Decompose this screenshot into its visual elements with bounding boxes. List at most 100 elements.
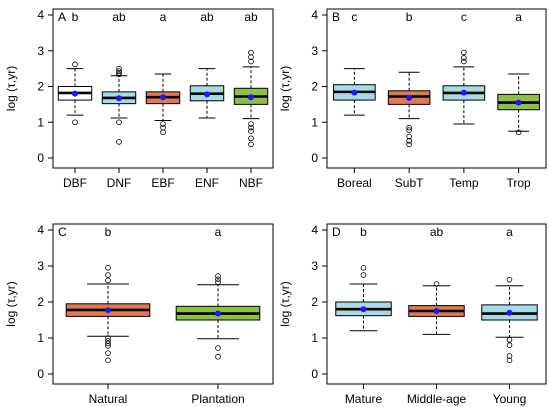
y-tick-label: 1 <box>37 115 44 129</box>
outlier-point <box>360 264 367 271</box>
outlier-point <box>360 272 367 278</box>
y-axis-label: log (τ,yr) <box>4 281 18 326</box>
significance-letter: b <box>72 10 79 24</box>
y-tick-label: 0 <box>37 367 44 381</box>
mean-point <box>105 307 111 314</box>
x-tick-label: ENF <box>195 176 219 190</box>
outlier-point <box>406 133 412 140</box>
x-tick-label: Middle-age <box>407 392 467 406</box>
outlier-point <box>105 335 111 341</box>
significance-letter: c <box>461 10 467 24</box>
y-tick-label: 2 <box>311 295 318 309</box>
outlier-point <box>506 357 513 364</box>
outlier-point <box>506 342 513 349</box>
outlier-point <box>461 49 467 56</box>
panel-label: D <box>332 225 341 239</box>
mean-point <box>116 95 122 102</box>
x-tick-label: Temp <box>449 176 479 190</box>
y-tick-label: 4 <box>311 223 318 237</box>
mean-point <box>406 94 413 101</box>
y-tick-label: 0 <box>37 151 44 165</box>
y-axis-label: log (τ,yr) <box>278 281 292 326</box>
x-tick-label: Young <box>493 392 527 406</box>
y-tick-label: 3 <box>37 259 44 273</box>
outlier-point <box>248 124 254 131</box>
outlier-point <box>406 127 412 133</box>
x-tick-label: Boreal <box>337 176 372 190</box>
outlier-point <box>160 121 166 127</box>
mean-point <box>506 309 513 316</box>
outlier-point <box>406 138 412 144</box>
outlier-point <box>248 141 254 148</box>
mean-point <box>360 306 367 313</box>
significance-letter: a <box>160 10 167 24</box>
mean-point <box>433 308 440 314</box>
y-tick-label: 1 <box>311 115 318 129</box>
y-tick-label: 1 <box>311 331 318 345</box>
outlier-point <box>248 128 254 134</box>
outlier-point <box>506 336 513 343</box>
outlier-point <box>105 343 111 349</box>
outlier-point <box>116 71 122 78</box>
panel-a: 0 1 2 3 4 log (τ,yr) A DBF b DNF ab EBF a ENF ab NBF ab <box>4 8 274 190</box>
significance-letter: ab <box>200 10 214 24</box>
outlier-point <box>160 124 166 131</box>
significance-letter: b <box>105 225 112 239</box>
panel-label: B <box>332 10 340 24</box>
outlier-point <box>248 49 254 56</box>
outlier-point <box>215 279 221 286</box>
y-tick-label: 1 <box>37 331 44 345</box>
mean-point <box>248 94 254 101</box>
outlier-point <box>215 353 221 360</box>
outlier-point <box>506 276 513 283</box>
outlier-point <box>248 135 254 142</box>
y-tick-label: 0 <box>311 151 318 165</box>
outlier-point <box>461 58 467 65</box>
outlier-point <box>105 357 111 364</box>
outlier-point <box>116 119 122 126</box>
plot-frame <box>52 223 274 385</box>
y-tick-label: 3 <box>37 44 44 58</box>
x-tick-label: SubT <box>395 176 424 190</box>
significance-letter: ab <box>244 10 258 24</box>
significance-letter: b <box>360 225 367 239</box>
outlier-point <box>406 124 412 131</box>
outlier-point <box>116 65 122 72</box>
panel-label: A <box>58 10 66 24</box>
outlier-point <box>116 139 122 145</box>
x-tick-label: Natural <box>89 392 128 406</box>
mean-point <box>215 310 221 317</box>
x-tick-label: EBF <box>151 176 174 190</box>
outlier-point <box>105 350 111 356</box>
outlier-point <box>215 273 221 279</box>
outlier-point <box>72 61 78 68</box>
outlier-point <box>461 55 467 61</box>
panel-c: 0 1 2 3 4 log (τ,yr) C Natural b Plantation a <box>4 223 274 406</box>
y-tick-label: 3 <box>311 44 318 58</box>
panel-b: 0 1 2 3 4 log (τ,yr) B Boreal c SubT b Temp c Trop a <box>278 8 547 190</box>
outlier-point <box>248 121 254 127</box>
significance-letter: ab <box>430 225 444 239</box>
y-axis-label: log (τ,yr) <box>278 66 292 111</box>
mean-point <box>204 91 210 98</box>
y-tick-label: 4 <box>37 223 44 237</box>
x-tick-label: Mature <box>345 392 383 406</box>
outlier-point <box>506 353 513 359</box>
outlier-point <box>433 281 440 287</box>
mean-point <box>460 89 467 96</box>
significance-letter: a <box>515 10 522 24</box>
y-tick-label: 4 <box>37 8 44 22</box>
outlier-point <box>72 119 78 126</box>
x-tick-label: Plantation <box>191 392 244 406</box>
mean-point <box>160 94 166 101</box>
y-tick-label: 0 <box>311 367 318 381</box>
outlier-point <box>215 276 221 283</box>
x-tick-label: DNF <box>107 176 132 190</box>
x-tick-label: DBF <box>63 176 87 190</box>
outlier-point <box>105 264 111 271</box>
outlier-point <box>160 129 166 136</box>
y-axis-label: log (τ,yr) <box>4 66 18 111</box>
significance-letter: a <box>215 225 222 239</box>
y-tick-label: 4 <box>311 8 318 22</box>
